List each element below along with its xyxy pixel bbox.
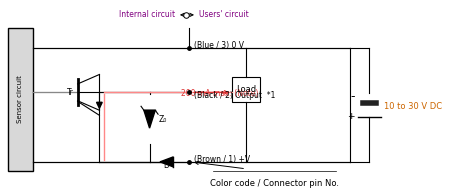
Bar [8, 28, 33, 171]
Text: 200 mA max. (Note): 200 mA max. (Note) [181, 89, 259, 98]
Text: -: - [351, 90, 355, 103]
Text: 10 to 30 V DC: 10 to 30 V DC [384, 102, 442, 111]
Text: Tr: Tr [67, 88, 74, 97]
Text: Load: Load [236, 85, 256, 94]
Bar [232, 78, 260, 102]
Text: Internal circuit: Internal circuit [119, 10, 175, 19]
Polygon shape [160, 157, 173, 167]
Text: Sensor circuit: Sensor circuit [18, 75, 23, 123]
Polygon shape [97, 102, 102, 108]
Text: (Blue / 3) 0 V: (Blue / 3) 0 V [194, 41, 244, 50]
Text: Users' circuit: Users' circuit [199, 10, 248, 19]
Text: +: + [347, 112, 355, 121]
Text: Color code / Connector pin No.: Color code / Connector pin No. [210, 179, 339, 188]
Text: Z₀: Z₀ [159, 115, 167, 124]
Text: (Black / 2) Output  *1: (Black / 2) Output *1 [194, 91, 275, 100]
Text: (Brown / 1) +V: (Brown / 1) +V [194, 155, 250, 164]
Text: D: D [164, 161, 170, 170]
Polygon shape [144, 110, 155, 128]
